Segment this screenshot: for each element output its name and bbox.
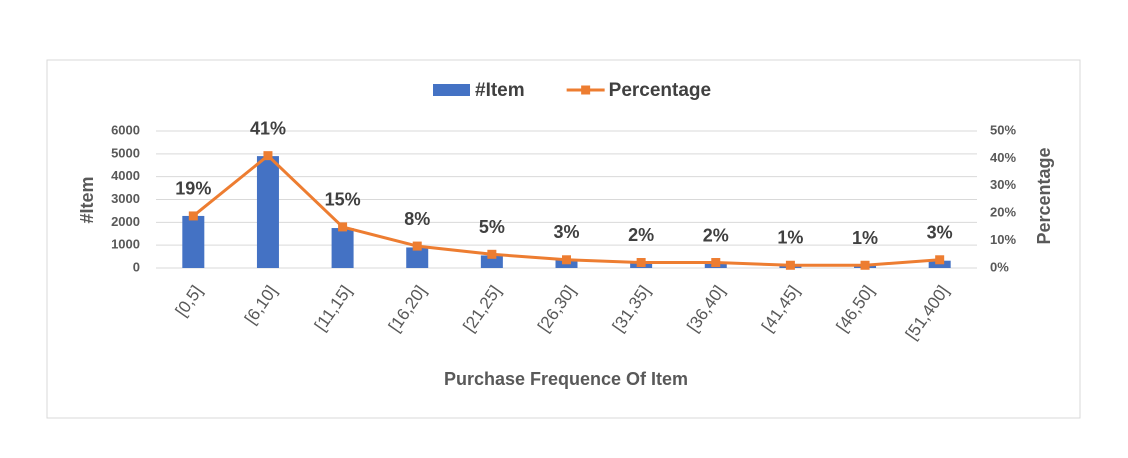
line-marker (562, 255, 571, 265)
line-marker (263, 151, 273, 161)
line-marker (338, 222, 348, 232)
data-label: 5% (479, 217, 505, 237)
line-marker (935, 255, 945, 265)
y-tick-label: 6000 (111, 122, 140, 137)
y2-tick-label: 20% (990, 205, 1016, 220)
line-marker (785, 260, 795, 270)
y2-tick-label: 0% (990, 259, 1009, 274)
y-tick-label: 4000 (111, 168, 140, 183)
y-tick-label: 0 (133, 259, 140, 274)
data-label: 8% (404, 209, 430, 229)
data-label: 2% (628, 225, 654, 245)
line-marker (188, 211, 198, 221)
y-tick-label: 1000 (111, 237, 140, 252)
y2-axis-title: Percentage (1034, 147, 1054, 244)
y-axis-title: #Item (77, 176, 97, 223)
y2-tick-label: 40% (990, 150, 1016, 165)
bar (480, 255, 503, 268)
line-marker (860, 260, 870, 270)
y2-tick-label: 10% (990, 232, 1016, 247)
chart-frame (46, 59, 1081, 419)
line-marker (487, 249, 497, 259)
data-label: 1% (777, 227, 803, 247)
data-label: 19% (175, 179, 211, 199)
y-tick-label: 5000 (111, 145, 140, 160)
bar (928, 260, 951, 268)
line-marker (636, 258, 646, 268)
bar (256, 156, 279, 268)
line-marker (412, 241, 422, 251)
bar (331, 228, 354, 268)
data-label: 1% (852, 228, 878, 248)
y2-tick-label: 50% (990, 122, 1016, 137)
legend-marker (581, 85, 591, 95)
y-tick-label: 2000 (111, 214, 140, 229)
data-label: 15% (325, 190, 361, 210)
legend-swatch (433, 84, 470, 96)
bar (406, 247, 429, 268)
line-marker (711, 258, 721, 268)
data-label: 41% (250, 118, 286, 138)
data-label: 2% (703, 225, 729, 245)
legend-label: #Item (475, 80, 525, 101)
y2-tick-label: 30% (990, 177, 1016, 192)
data-label: 3% (553, 222, 579, 242)
legend-label: Percentage (609, 80, 711, 101)
y-tick-label: 3000 (111, 191, 140, 206)
data-label: 3% (927, 223, 953, 243)
bar (182, 215, 205, 268)
x-axis-title: Purchase Frequence Of Item (444, 369, 688, 389)
